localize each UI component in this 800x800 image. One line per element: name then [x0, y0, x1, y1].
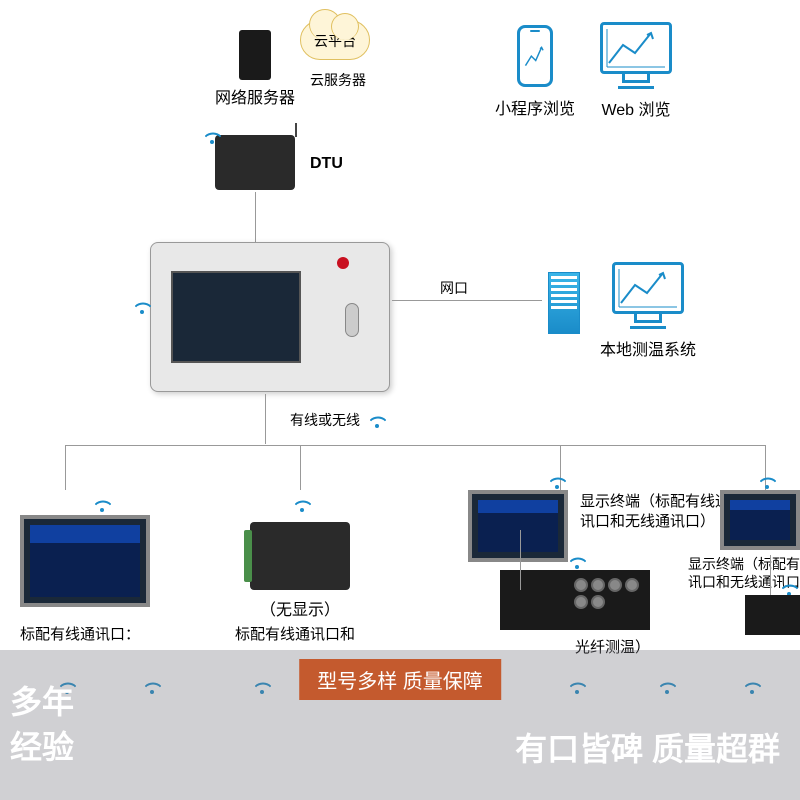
monitor-chart-icon	[615, 265, 681, 311]
terminal1-label: 标配有线通讯口：	[20, 625, 140, 645]
connector-line	[265, 394, 266, 444]
main-controller-node	[150, 242, 390, 392]
web-browse-label: Web 浏览	[600, 96, 672, 120]
cloud-icon: 云平台	[300, 20, 370, 60]
fiber-box-node	[500, 570, 650, 630]
terminal3-label: 显示终端（标配有线通 讯口和无线通讯口）	[580, 492, 730, 531]
black-box-node: （无显示）	[250, 522, 350, 620]
display-terminal-1	[20, 515, 150, 607]
connector-line	[65, 445, 765, 446]
phone-icon	[517, 25, 553, 87]
wifi-icon	[205, 130, 219, 144]
main-controller-icon	[150, 242, 390, 392]
server-rack-node	[548, 272, 580, 334]
wifi-icon	[760, 475, 774, 489]
dtu-icon	[215, 135, 295, 190]
terminal2-label: 标配有线通讯口和	[235, 625, 355, 645]
connector-line	[520, 530, 521, 590]
local-monitor-node: 本地测温系统	[600, 262, 696, 360]
display-terminal-2	[468, 490, 568, 562]
connector-line	[770, 555, 771, 595]
net-server-node: 网络服务器	[215, 30, 295, 108]
watermark-bottom-right: 有口皆碑 质量超群	[515, 724, 780, 770]
dtu-label: DTU	[310, 155, 343, 173]
black-box-icon	[250, 522, 350, 590]
mini-program-label: 小程序浏览	[495, 95, 575, 119]
wifi-icon	[370, 414, 384, 428]
server-rack-icon	[548, 272, 580, 334]
watermark-bottom-left: 多年 经验	[10, 680, 74, 770]
cloud-server-label: 云服务器	[310, 70, 366, 90]
connector-line	[65, 445, 66, 490]
cloud-platform-label: 云平台	[301, 31, 369, 51]
dtu-node	[215, 135, 295, 190]
net-server-label: 网络服务器	[215, 84, 295, 108]
connector-line	[392, 300, 542, 301]
no-display-label: （无显示）	[250, 596, 350, 620]
monitor-icon	[612, 262, 684, 314]
wired-wireless-label: 有线或无线	[290, 410, 384, 430]
fiber-box-2	[745, 595, 800, 635]
display-terminal-icon	[720, 490, 800, 550]
display-terminal-3	[720, 490, 800, 550]
wifi-icon	[782, 582, 796, 596]
wifi-icon	[550, 475, 564, 489]
display-terminal-icon	[468, 490, 568, 562]
monitor-chart-icon	[603, 25, 669, 71]
phone-chart-icon	[524, 40, 546, 69]
fiber-box-icon	[745, 595, 800, 635]
local-temp-label: 本地测温系统	[600, 336, 696, 360]
net-port-label: 网口	[440, 278, 468, 298]
wifi-icon	[95, 498, 109, 512]
wifi-icon	[570, 555, 584, 569]
wifi-icon	[135, 300, 149, 314]
cloud-server-node: 云服务器	[310, 70, 366, 90]
monitor-icon	[600, 22, 672, 74]
wifi-icon	[295, 498, 309, 512]
web-monitor-node: Web 浏览	[600, 22, 672, 120]
cloud-platform-node: 云平台	[300, 20, 370, 60]
connector-line	[255, 192, 256, 242]
server-icon	[239, 30, 271, 80]
phone-node: 小程序浏览	[495, 25, 575, 119]
connector-line	[300, 445, 301, 490]
promo-tag: 型号多样 质量保障	[299, 659, 501, 700]
display-terminal-icon	[20, 515, 150, 607]
watermark-top-left: 德磁电力	[10, 10, 138, 56]
fiber-box-icon	[500, 570, 650, 630]
